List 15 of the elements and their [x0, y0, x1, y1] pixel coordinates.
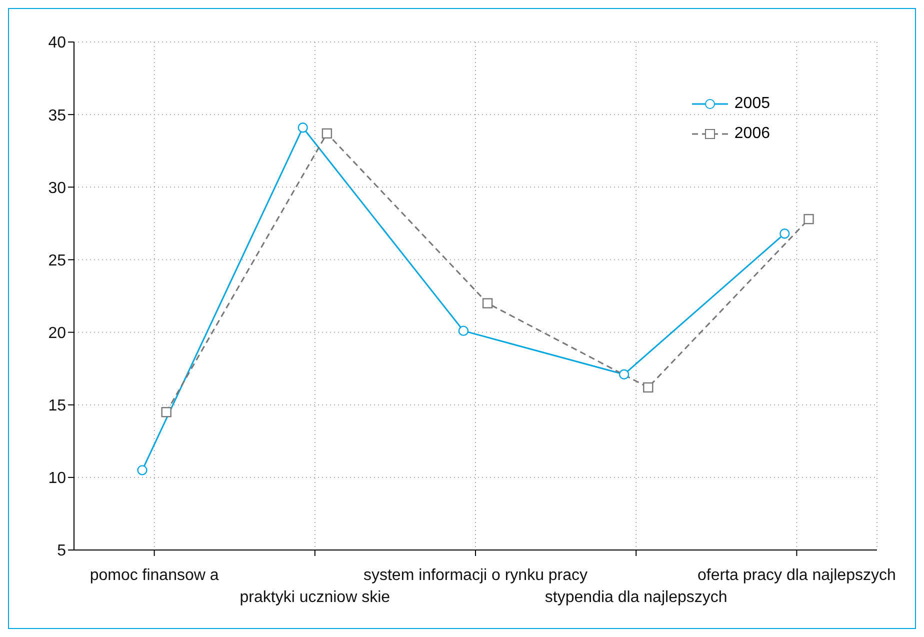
y-tick-label: 40	[48, 34, 66, 52]
x-tick-label: pomoc finansow a	[90, 567, 219, 584]
y-tick-label: 20	[48, 324, 66, 342]
y-tick-label: 10	[48, 470, 66, 488]
x-tick-label: oferta pracy dla najlepszych	[698, 567, 896, 584]
x-tick-label: stypendia dla najlepszych	[544, 589, 728, 606]
y-tick-label: 25	[48, 252, 66, 270]
y-tick-label: 15	[48, 398, 66, 415]
x-tick-label: system informacji o rynku pracy	[363, 567, 588, 584]
legend-label: 2006	[734, 125, 770, 143]
y-tick-label: 5	[57, 542, 66, 560]
legend-label: 2005	[734, 95, 770, 113]
y-tick-label: 30	[48, 180, 66, 197]
y-tick-label: 35	[48, 107, 66, 124]
x-tick-label: praktyki uczniow skie	[240, 589, 390, 606]
